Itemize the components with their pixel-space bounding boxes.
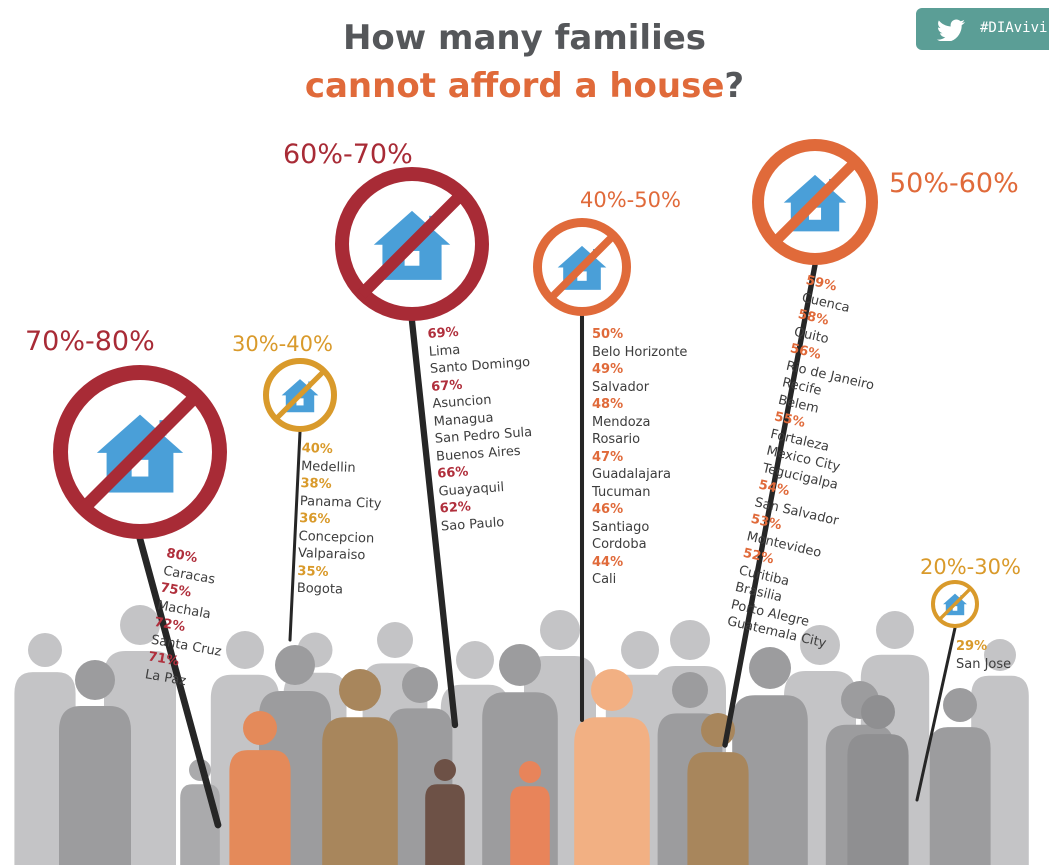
city-name: Cordoba xyxy=(592,537,647,552)
percentage-label: 40% xyxy=(301,440,334,458)
person-silhouette xyxy=(59,660,131,865)
sign-pole xyxy=(915,626,957,802)
no-house-icon xyxy=(53,365,227,829)
signs xyxy=(53,139,979,829)
percentage-label: 46% xyxy=(592,502,624,517)
range-label: 40%-50% xyxy=(580,188,681,212)
city-name: Salvador xyxy=(592,379,650,395)
city-name: Bogota xyxy=(296,580,344,598)
sign-pole xyxy=(722,262,818,748)
family-silhouette-icon xyxy=(425,759,465,865)
percentage-label: 50% xyxy=(592,327,624,342)
range-label: 30%-40% xyxy=(232,332,333,356)
title-line-2: cannot afford a house? xyxy=(0,66,1049,106)
person-silhouette xyxy=(929,688,991,865)
hashtag-text: #DIAvivi xyxy=(980,20,1048,36)
city-list: 40% Medellin 38% Panama City 36% Concepcion Va… xyxy=(297,440,384,600)
title-highlight: cannot afford a house xyxy=(304,66,725,106)
range-label: 20%-30% xyxy=(920,555,1021,579)
twitter-bird-icon xyxy=(936,19,965,41)
range-label: 60%-70% xyxy=(283,139,413,170)
city-list: 50% Belo Horizonte 49% Salvador 48% Mendoza Ro… xyxy=(592,326,687,589)
percentage-label: 38% xyxy=(300,475,332,493)
hashtag-badge[interactable]: #DIAvivi xyxy=(916,8,1049,50)
no-house-icon xyxy=(335,167,489,729)
city-name: San Jose xyxy=(956,656,1012,672)
city-name: Rosario xyxy=(592,432,641,447)
family-silhouette-icon xyxy=(229,711,291,865)
percentage-label: 36% xyxy=(298,510,331,528)
city-name: Guadalajara xyxy=(592,467,671,482)
city-list: 69% Lima Santo Domingo 67% Asuncion Managua Sa… xyxy=(427,319,542,535)
city-name: Cali xyxy=(592,572,617,587)
city-name: Belo Horizonte xyxy=(592,344,688,360)
no-house-icon xyxy=(533,218,631,723)
no-house-icon xyxy=(263,358,337,642)
percentage-label: 49% xyxy=(592,362,624,377)
family-silhouette-icon xyxy=(847,695,909,865)
family-silhouette-icon xyxy=(574,669,650,865)
percentage-label: 44% xyxy=(592,554,624,570)
person-silhouette xyxy=(732,647,808,865)
title-question-mark: ? xyxy=(724,66,745,106)
range-label: 50%-60% xyxy=(889,168,1019,199)
crowd xyxy=(14,605,1029,865)
sign-pole xyxy=(408,317,459,729)
city-name: Mendoza xyxy=(592,414,651,430)
family-silhouette-icon xyxy=(510,761,550,865)
city-name: Tucuman xyxy=(592,484,651,500)
percentage-label: 29% xyxy=(956,639,988,654)
family-silhouette-icon xyxy=(322,669,398,865)
no-house-icon xyxy=(915,580,979,802)
sign-pole xyxy=(136,535,222,829)
city-list: 29% San Jose xyxy=(956,638,1011,673)
city-name: Valparaiso xyxy=(297,545,366,564)
city-name: Santiago xyxy=(592,519,650,535)
sign-pole xyxy=(288,430,302,642)
percentage-label: 47% xyxy=(592,449,624,465)
no-house-icon xyxy=(722,139,878,748)
range-label: 70%-80% xyxy=(25,326,155,357)
percentage-label: 48% xyxy=(592,397,624,412)
title-line-1: How many families xyxy=(342,18,707,58)
